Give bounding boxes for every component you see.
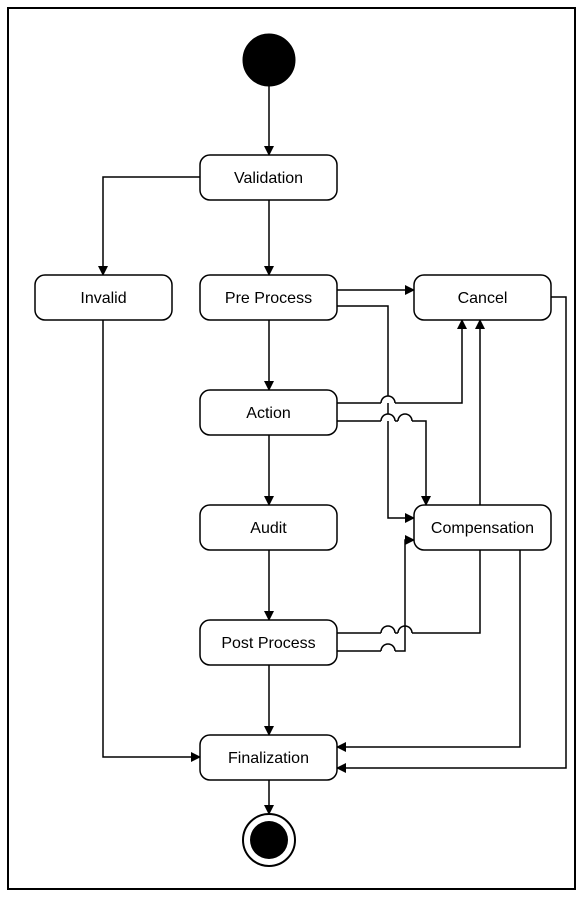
edge-action-cancel bbox=[337, 320, 462, 403]
node-preprocess: Pre Process bbox=[200, 275, 337, 320]
node-postprocess: Post Process bbox=[200, 620, 337, 665]
node-cancel: Cancel bbox=[414, 275, 551, 320]
edge-invalid-finalization bbox=[103, 320, 200, 757]
edge-hop-action-comp-2 bbox=[398, 414, 412, 421]
node-validation-label: Validation bbox=[234, 170, 303, 187]
node-audit: Audit bbox=[200, 505, 337, 550]
edge-postprocess-cancel bbox=[337, 320, 480, 633]
node-finalization-label: Finalization bbox=[228, 750, 309, 767]
activity-diagram: Validation Invalid Pre Process Cancel Ac… bbox=[0, 0, 583, 897]
node-cancel-label: Cancel bbox=[458, 290, 508, 307]
edge-hop-pp-cancel-1 bbox=[381, 626, 395, 633]
node-postprocess-label: Post Process bbox=[221, 635, 315, 652]
node-compensation-label: Compensation bbox=[431, 520, 534, 537]
edge-compensation-finalization bbox=[337, 550, 520, 747]
edge-hop-action-comp-1 bbox=[381, 414, 395, 421]
end-node bbox=[243, 814, 295, 866]
node-preprocess-label: Pre Process bbox=[225, 290, 312, 307]
node-invalid-label: Invalid bbox=[80, 290, 126, 307]
edge-hop-pp-comp bbox=[381, 644, 395, 651]
node-action-label: Action bbox=[246, 405, 290, 422]
edge-validation-invalid bbox=[103, 177, 200, 275]
edge-action-compensation bbox=[337, 421, 426, 505]
node-compensation: Compensation bbox=[414, 505, 551, 550]
start-node bbox=[243, 34, 295, 86]
edge-postprocess-compensation bbox=[337, 540, 414, 651]
node-invalid: Invalid bbox=[35, 275, 172, 320]
node-action: Action bbox=[200, 390, 337, 435]
node-finalization: Finalization bbox=[200, 735, 337, 780]
node-validation: Validation bbox=[200, 155, 337, 200]
node-audit-label: Audit bbox=[250, 520, 287, 537]
edge-hop-action-cancel bbox=[381, 396, 395, 403]
edge-preprocess-compensation bbox=[337, 306, 414, 518]
